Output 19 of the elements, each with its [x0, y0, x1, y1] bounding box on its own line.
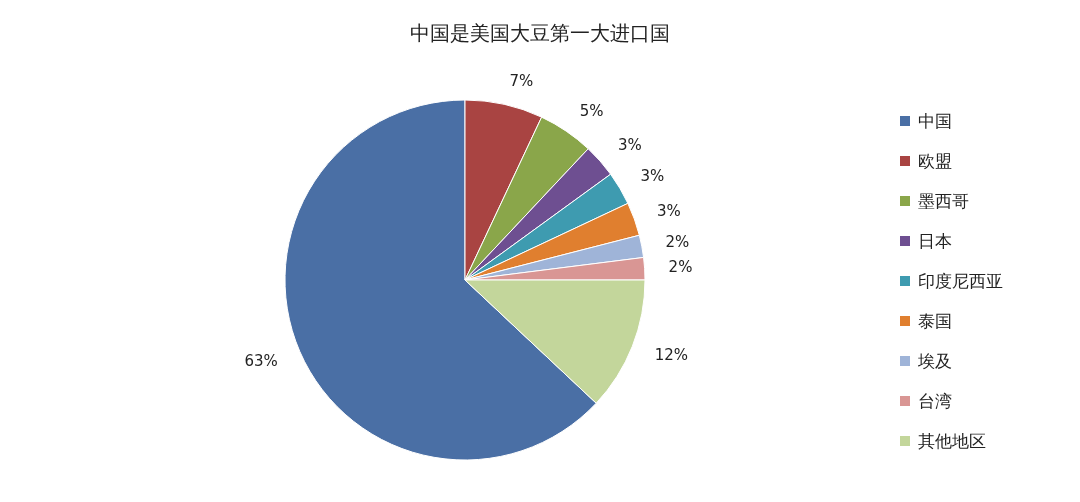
legend-label: 印度尼西亚 — [918, 271, 1003, 291]
data-label: 3% — [618, 136, 642, 155]
legend-label: 日本 — [918, 231, 952, 251]
data-label: 2% — [668, 258, 693, 277]
data-label: 3% — [640, 167, 665, 186]
legend-label: 墨西哥 — [918, 191, 969, 211]
legend-label: 埃及 — [917, 351, 952, 371]
legend-label: 中国 — [918, 111, 952, 131]
legend-label: 欧盟 — [918, 151, 952, 171]
legend-label: 台湾 — [918, 391, 952, 411]
data-label: 12% — [654, 346, 689, 365]
data-label: 2% — [665, 232, 690, 251]
legend-label: 其他地区 — [918, 431, 986, 451]
legend-label: 泰国 — [918, 311, 952, 331]
data-label: 7% — [509, 71, 534, 90]
chart-title: 中国是美国大豆第一大进口国 — [410, 21, 670, 45]
data-label: 5% — [579, 102, 604, 121]
data-label: 63% — [244, 352, 278, 371]
data-label: 3% — [656, 201, 681, 220]
